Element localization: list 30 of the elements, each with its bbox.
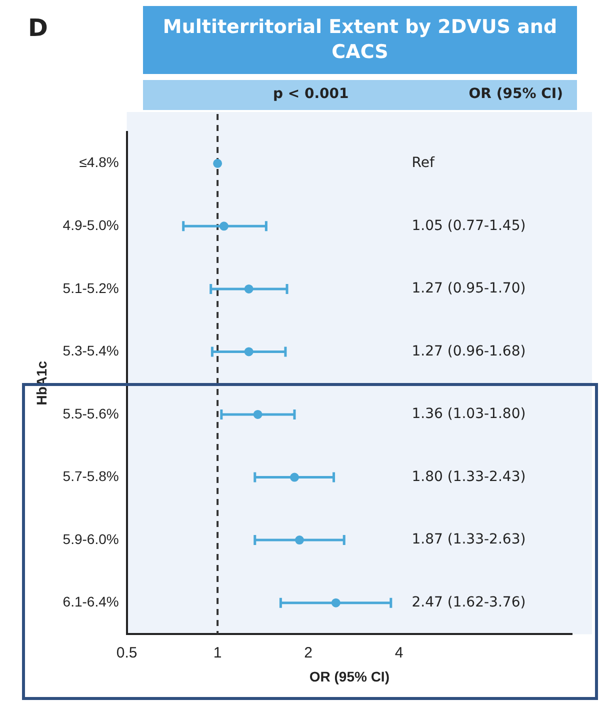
text: OR (95% CI) xyxy=(468,86,563,102)
annotation: 1.27 (0.96-1.68) xyxy=(412,343,526,360)
y-tick-label: 5.5-5.6% xyxy=(62,405,119,422)
y-tick-label: 6.1-6.4% xyxy=(62,594,119,610)
y-tick-label: 5.7-5.8% xyxy=(62,468,119,484)
annotation: 1.36 (1.03-1.80) xyxy=(412,406,526,422)
y-tick-label: ≤4.8% xyxy=(79,154,119,170)
point xyxy=(244,347,254,356)
annotation: 1.05 (0.77-1.45) xyxy=(412,218,526,234)
text: D xyxy=(28,14,48,42)
x-axis-title: OR (95% CI) xyxy=(309,668,390,684)
x-tick-label: 4 xyxy=(394,644,404,662)
annotation: 1.87 (1.33-2.63) xyxy=(412,532,526,548)
point xyxy=(253,410,262,419)
x-tick-label: 0.5 xyxy=(116,644,138,662)
annotation: 1.27 (0.95-1.70) xyxy=(412,280,526,297)
y-tick-label: 5.3-5.4% xyxy=(62,342,119,359)
y-tick-label: 4.9-5.0% xyxy=(62,217,119,234)
text: p < 0.001 xyxy=(273,86,349,102)
point xyxy=(294,536,304,545)
chart-title: Multiterritorial Extent by 2DVUS and CACS xyxy=(143,6,577,74)
annotation: 2.47 (1.62-3.76) xyxy=(412,594,526,610)
annotation: Ref xyxy=(412,155,436,172)
annotation: 1.80 (1.33-2.43) xyxy=(412,468,526,485)
y-tick-label: 5.1-5.2% xyxy=(62,280,119,296)
point xyxy=(290,472,299,482)
y-tick-label: 5.9-6.0% xyxy=(62,530,119,547)
point xyxy=(244,284,254,294)
x-tick-label: 1 xyxy=(213,644,222,662)
x-tick-label: 2 xyxy=(304,644,312,662)
